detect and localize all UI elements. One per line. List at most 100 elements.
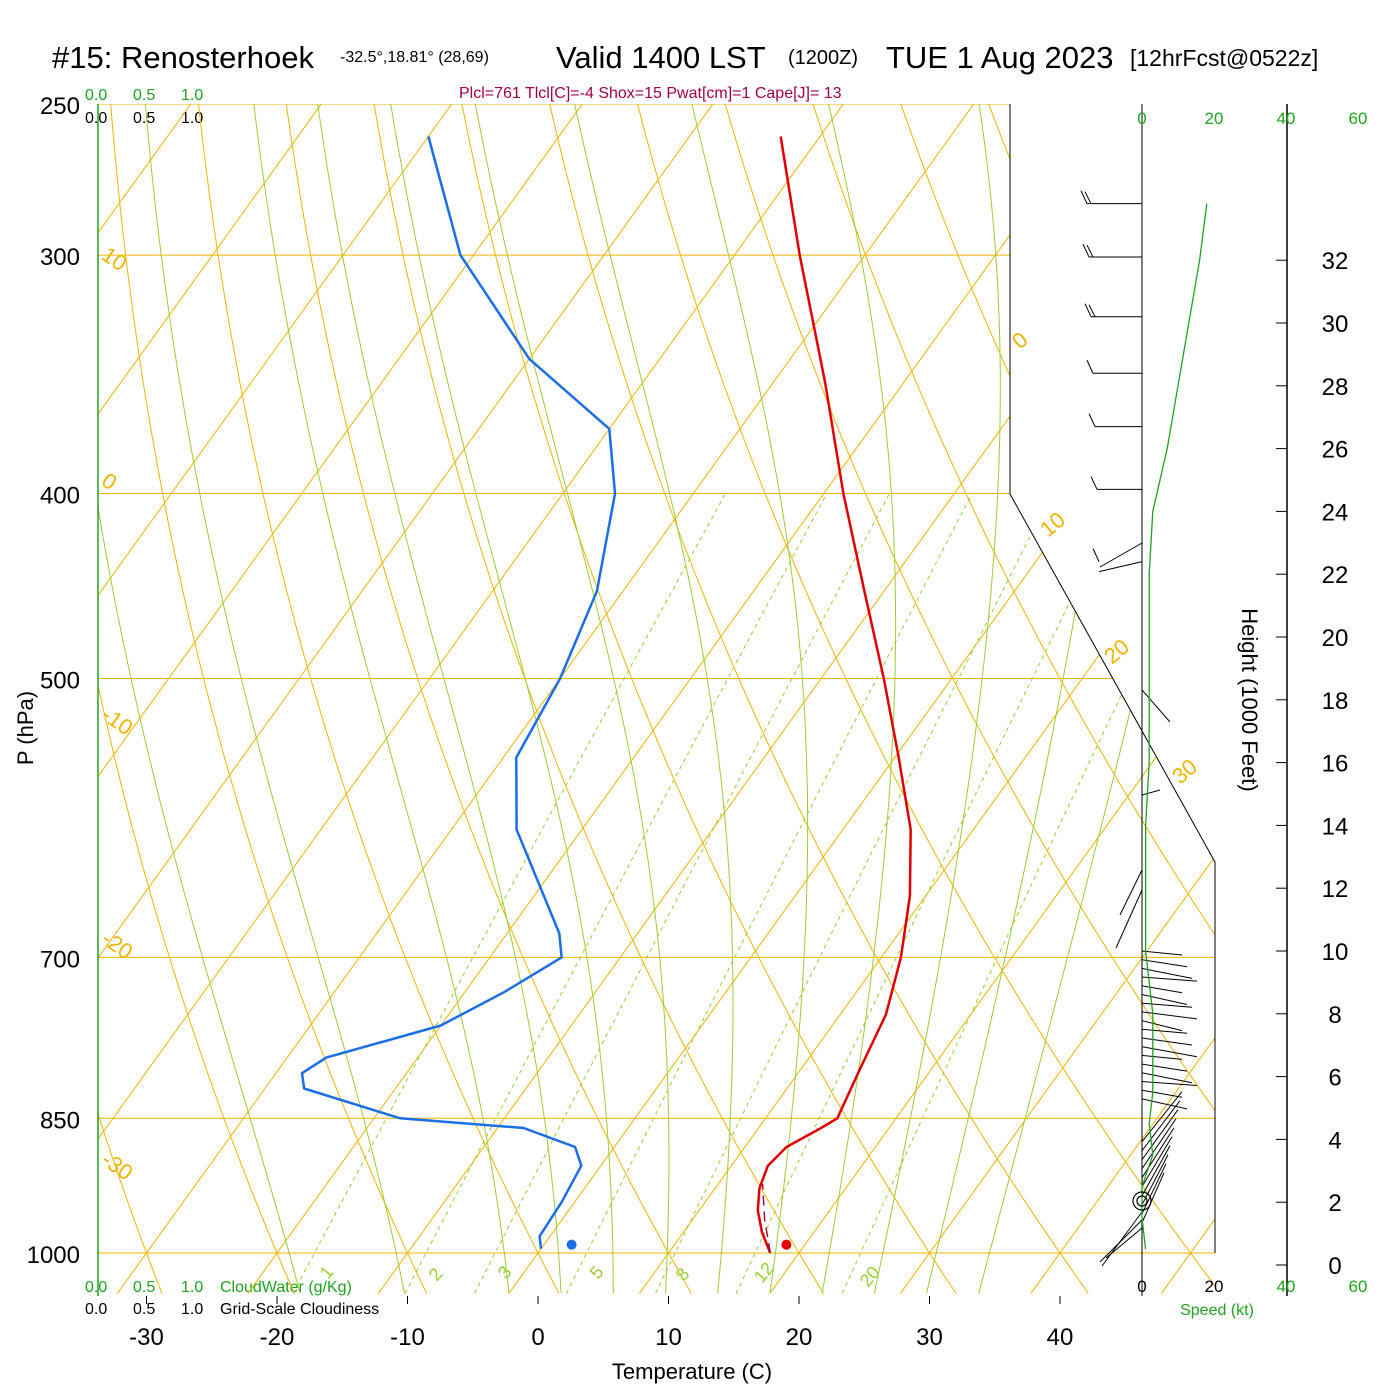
isotherm-line bbox=[769, 104, 1215, 1294]
height-tick-label: 26 bbox=[1322, 437, 1349, 464]
wind-barb-staff bbox=[1105, 1227, 1143, 1259]
temperature-axis: -30 -20 -10 0 10 20 30 40 bbox=[129, 1296, 1073, 1351]
speed-axis-label: Speed (kt) bbox=[1180, 1302, 1254, 1319]
height-tick-label: 12 bbox=[1322, 876, 1349, 903]
height-tick-label: 6 bbox=[1328, 1065, 1341, 1092]
mixing-ratio-line bbox=[292, 493, 726, 1294]
temperature-tick-label: -30 bbox=[129, 1324, 164, 1351]
speed-tick-label: 40 bbox=[1277, 1277, 1296, 1296]
station-coords: -32.5°,18.81° (28,69) bbox=[340, 49, 489, 66]
wind-barb-staff bbox=[1141, 950, 1183, 956]
wind-barb-staff bbox=[1141, 1037, 1193, 1046]
pressure-tick-label: 850 bbox=[40, 1107, 80, 1134]
surface-temperature-dot bbox=[781, 1239, 792, 1250]
moist-adiabat bbox=[468, 104, 670, 1294]
isotherm-label: 0 bbox=[1007, 327, 1032, 354]
wind-barb-flag bbox=[1086, 360, 1094, 374]
cloud-top-black-2: 1.0 bbox=[181, 110, 203, 127]
dry-adiabat bbox=[107, 104, 428, 1294]
moist-adiabat bbox=[873, 104, 1001, 1294]
wind-barb-staff bbox=[1141, 1145, 1171, 1196]
pressure-tick-label: 250 bbox=[40, 93, 80, 120]
temperature-tick-label: 10 bbox=[655, 1324, 682, 1351]
cloud-top-green-0: 0.0 bbox=[85, 87, 107, 104]
temperature-tick-label: 20 bbox=[786, 1324, 813, 1351]
wind-speed-profile bbox=[1141, 203, 1208, 1250]
mixing-ratio-line bbox=[566, 493, 973, 1294]
stability-indices: Plcl=761 Tlcl[C]=-4 Shox=15 Pwat[cm]=1 C… bbox=[459, 85, 842, 102]
plot-boundary bbox=[1009, 104, 1216, 1253]
wind-barb-flag bbox=[1088, 304, 1096, 317]
cloud-bottom-green-1: 0.5 bbox=[133, 1279, 155, 1296]
height-tick-label: 28 bbox=[1322, 374, 1349, 401]
height-tick-label: 10 bbox=[1322, 939, 1349, 966]
moist-adiabat bbox=[384, 104, 614, 1294]
wind-barb-staff bbox=[1141, 985, 1183, 994]
wind-barb-staff bbox=[1141, 1172, 1165, 1223]
isotherm-line bbox=[899, 104, 1215, 1294]
isotherm-line bbox=[377, 104, 1215, 1294]
wind-barb-staff bbox=[1141, 1020, 1183, 1032]
dry-adiabat bbox=[715, 104, 1215, 1294]
wind-barb-flag bbox=[1086, 244, 1094, 258]
cloud-bottom-green-2: 1.0 bbox=[181, 1279, 203, 1296]
dry-adiabat bbox=[541, 104, 1089, 1294]
pressure-tick-label: 1000 bbox=[27, 1242, 80, 1269]
mixing-ratio-line bbox=[474, 493, 890, 1294]
dry-adiabat bbox=[1062, 104, 1215, 1294]
speed-tick-label: 0 bbox=[1137, 1277, 1146, 1296]
isotherm-label: 10 bbox=[97, 242, 131, 277]
isotherm-line bbox=[98, 104, 608, 1294]
wind-barb-staff bbox=[1141, 1002, 1193, 1008]
mixing-ratio-line bbox=[735, 493, 1125, 1294]
cloud-bottom-green-0: 0.0 bbox=[85, 1279, 107, 1296]
temperature-tick-label: 0 bbox=[531, 1324, 544, 1351]
wind-barb-staff bbox=[1141, 1046, 1198, 1058]
speed-tick-label: 40 bbox=[1277, 109, 1296, 128]
cloud-bottom-black-0: 0.0 bbox=[85, 1301, 107, 1318]
pressure-tick-label: 300 bbox=[40, 244, 80, 271]
calm-wind-circle bbox=[1132, 1191, 1152, 1211]
wind-barb-staff bbox=[1141, 1011, 1198, 1020]
wind-barb-staff bbox=[1141, 1163, 1167, 1214]
height-tick-label: 14 bbox=[1322, 813, 1349, 840]
isotherm-line bbox=[98, 104, 869, 1294]
cloud-top-black-0: 0.0 bbox=[85, 110, 107, 127]
mixing-ratio-label: 3 bbox=[494, 1262, 516, 1283]
speed-tick-label: 60 bbox=[1349, 1277, 1368, 1296]
wind-barb-flag bbox=[1088, 413, 1096, 427]
isotherm-line bbox=[98, 104, 347, 1294]
temperature-tick-label: -20 bbox=[260, 1324, 295, 1351]
dry-adiabat bbox=[1149, 104, 1215, 1294]
background-lines bbox=[98, 104, 1215, 1294]
pressure-tick-label: 500 bbox=[40, 668, 80, 695]
wind-speed-line bbox=[1141, 203, 1208, 1250]
wind-barb-staff bbox=[1141, 689, 1171, 723]
wind-barb-staff bbox=[1101, 1211, 1143, 1267]
pressure-tick-label: 700 bbox=[40, 946, 80, 973]
dry-adiabat bbox=[194, 104, 560, 1294]
isotherm-line bbox=[508, 104, 1215, 1294]
moist-adiabat bbox=[820, 104, 897, 1294]
mixing-ratio-label: 5 bbox=[586, 1262, 608, 1283]
height-tick-label: 18 bbox=[1322, 688, 1349, 715]
dry-adiabat bbox=[368, 104, 825, 1294]
zulu-time: (1200Z) bbox=[788, 47, 858, 69]
dewpoint-line bbox=[300, 136, 617, 1249]
wind-barb-staff bbox=[1141, 1054, 1183, 1060]
wind-barb-staff bbox=[1141, 1081, 1198, 1086]
y-axis-label: P (hPa) bbox=[13, 691, 38, 765]
speed-tick-label: 20 bbox=[1205, 109, 1224, 128]
wind-barb-flag bbox=[1082, 243, 1090, 258]
wind-barb-staff bbox=[1098, 561, 1143, 573]
isotherm-line bbox=[638, 104, 1215, 1294]
wind-barb-staff bbox=[1141, 959, 1188, 968]
wind-barb-staff bbox=[1141, 1028, 1188, 1034]
height-tick-label: 32 bbox=[1322, 248, 1349, 275]
wind-barbs bbox=[1080, 190, 1198, 1267]
height-tick-label: 30 bbox=[1322, 311, 1349, 338]
wind-barb-staff bbox=[1141, 1154, 1169, 1205]
isotherm-label: 30 bbox=[1167, 754, 1202, 789]
wind-barb-staff bbox=[1141, 1109, 1179, 1161]
cloudwater-label: CloudWater (g/Kg) bbox=[220, 1279, 352, 1296]
